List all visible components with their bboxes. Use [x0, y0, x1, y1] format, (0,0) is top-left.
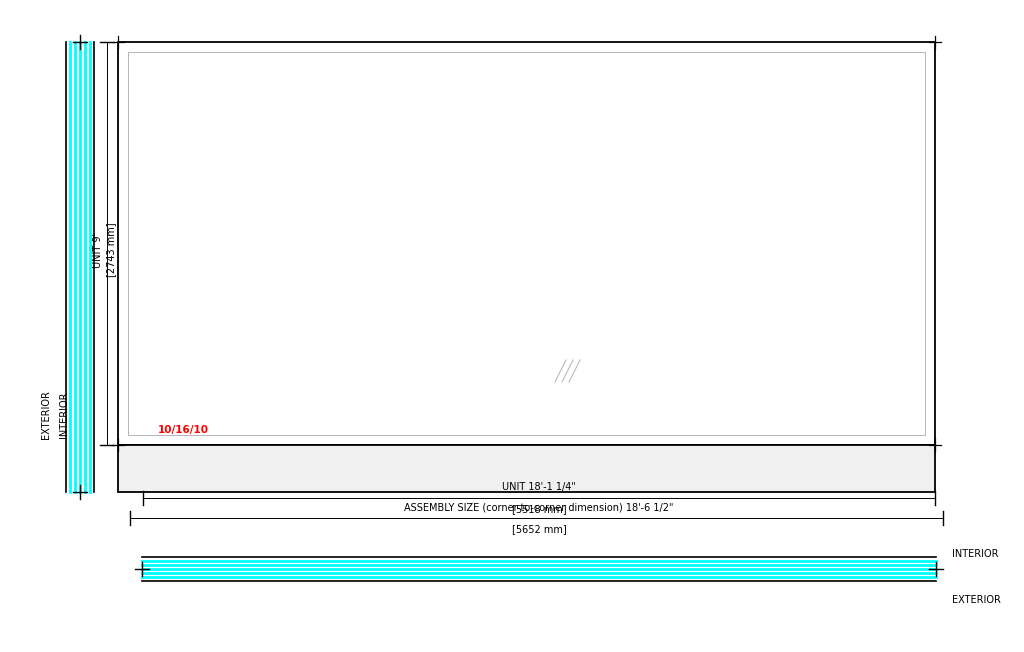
Text: INTERIOR: INTERIOR	[59, 392, 69, 438]
Text: EXTERIOR: EXTERIOR	[952, 595, 1000, 605]
Text: 10/16/10: 10/16/10	[158, 425, 209, 435]
Bar	[118, 445, 935, 492]
Text: UNIT 18'-1 1/4": UNIT 18'-1 1/4"	[502, 482, 575, 492]
Text: [2743 mm]: [2743 mm]	[106, 223, 116, 277]
Bar	[118, 42, 935, 445]
Text: UNIT 9': UNIT 9'	[93, 233, 103, 267]
Text: ASSEMBLY SIZE (corner-to-corner dimension) 18'-6 1/2": ASSEMBLY SIZE (corner-to-corner dimensio…	[404, 502, 674, 512]
Text: INTERIOR: INTERIOR	[952, 549, 998, 559]
Text: [5652 mm]: [5652 mm]	[512, 524, 566, 534]
Bar	[128, 52, 925, 435]
Text: [5518 mm]: [5518 mm]	[512, 504, 566, 514]
Text: EXTERIOR: EXTERIOR	[41, 391, 51, 439]
